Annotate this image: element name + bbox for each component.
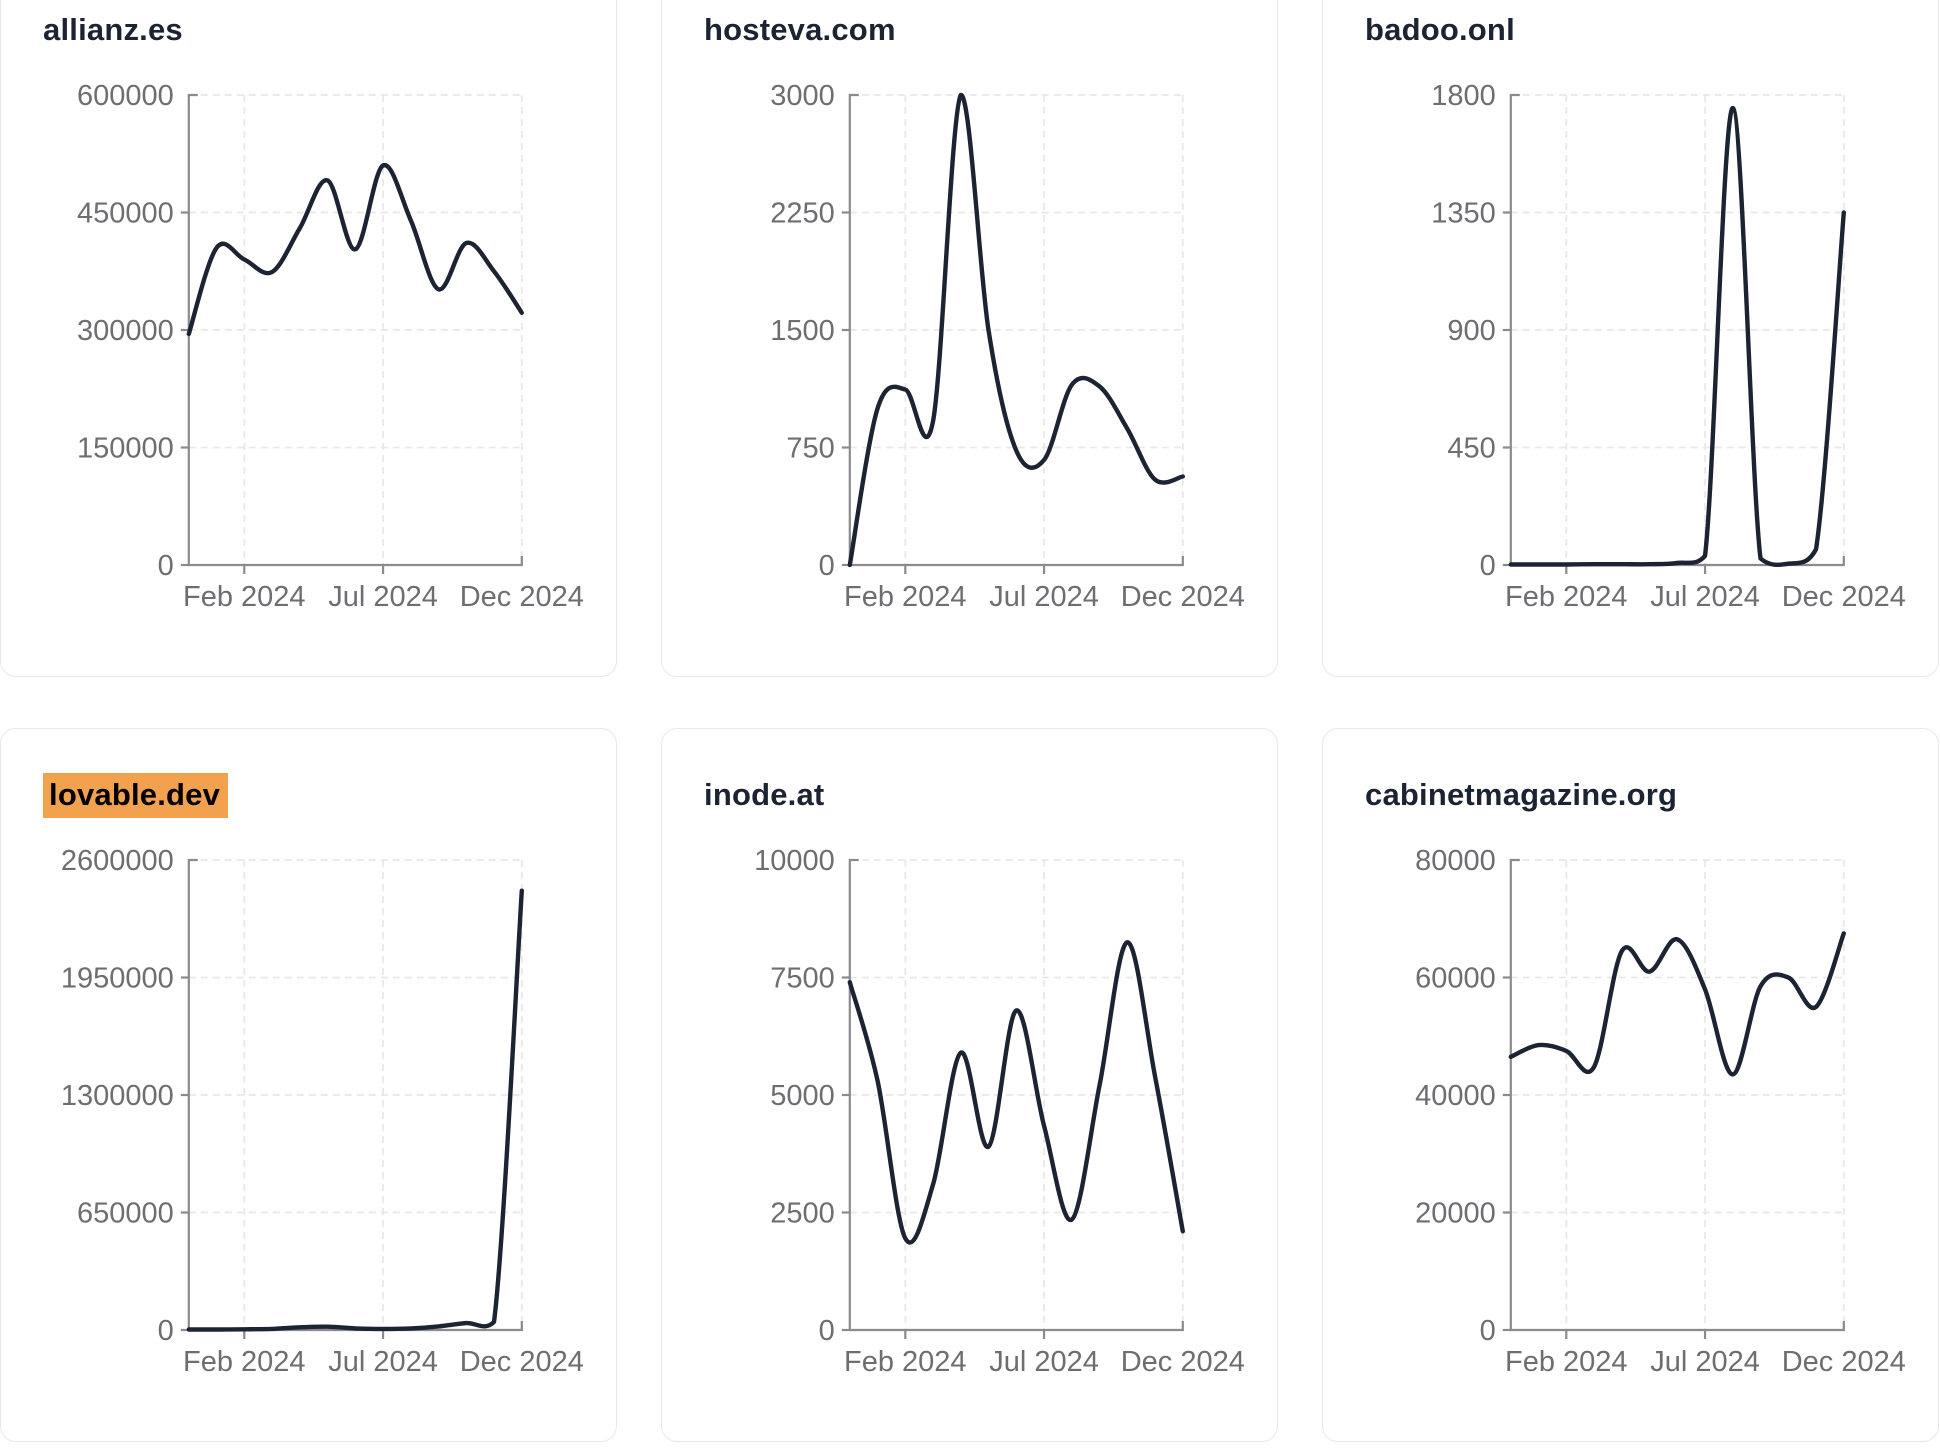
line-chart: 0 650000 1300000 1950000 2600000 Feb 2024 Jul … [61, 845, 584, 1378]
x-tick-label: Jul 2024 [989, 1346, 1099, 1378]
y-tick-label: 0 [158, 550, 174, 582]
line-chart: 0 450 900 1350 1800 Feb 2024 Jul 2024 Dec 2024 [1431, 80, 1906, 613]
x-tick-label: Feb 2024 [1505, 1346, 1628, 1378]
line-chart: 0 750 1500 2250 3000 Feb 2024 Jul 2024 Dec 2024 [770, 80, 1245, 613]
chart-title: badoo.onl [1365, 12, 1515, 47]
chart-title: cabinetmagazine.org [1365, 777, 1678, 812]
y-tick-label: 3000 [770, 80, 835, 112]
y-tick-label: 60000 [1415, 963, 1496, 995]
y-tick-label: 0 [819, 1315, 835, 1347]
series-line [1508, 105, 1846, 568]
line-chart: 0 150000 300000 450000 600000 Feb 2024 Jul 202… [77, 80, 584, 613]
series-line [847, 940, 1185, 1245]
x-tick-label: Dec 2024 [1121, 1346, 1245, 1378]
y-tick-label: 80000 [1415, 845, 1496, 877]
y-tick-label: 7500 [770, 963, 835, 995]
x-tick-label: Jul 2024 [1650, 1346, 1760, 1378]
y-tick-label: 450 [1447, 433, 1495, 465]
x-tick-label: Feb 2024 [844, 1346, 967, 1378]
chart-title-highlighted: lovable.dev [43, 773, 229, 818]
y-tick-label: 0 [158, 1315, 174, 1347]
chart-card-lovable.dev: lovable.dev 0 650000 1300000 1950000 2600000… [0, 728, 617, 1442]
y-tick-label: 1500 [770, 315, 835, 347]
y-tick-label: 900 [1447, 315, 1495, 347]
y-tick-label: 600000 [77, 80, 174, 112]
y-tick-label: 1300000 [61, 1080, 174, 1112]
chart-title: inode.at [704, 777, 825, 812]
chart-card-badoo.onl: badoo.onl 0 450 900 1350 1800 Feb 2024 Jul 202… [1322, 0, 1939, 677]
x-tick-label: Jul 2024 [989, 581, 1099, 613]
chart-title: allianz.es [43, 12, 183, 47]
line-chart: 0 2500 5000 7500 10000 Feb 2024 Jul 2024 Dec 20… [754, 845, 1245, 1378]
chart-card-allianz.es: allianz.es 0 150000 300000 450000 600000 Feb … [0, 0, 617, 677]
x-tick-label: Jul 2024 [1650, 581, 1760, 613]
y-tick-label: 2250 [770, 198, 835, 230]
series-line [186, 888, 524, 1332]
chart-card-cabinetmagazine.org: cabinetmagazine.org 0 20000 40000 60000 8000… [1322, 728, 1939, 1442]
x-tick-label: Feb 2024 [1505, 581, 1628, 613]
y-tick-label: 20000 [1415, 1198, 1496, 1230]
x-tick-label: Jul 2024 [328, 581, 438, 613]
y-tick-label: 2600000 [61, 845, 174, 877]
y-tick-label: 0 [1480, 1315, 1496, 1347]
chart-card-inode.at: inode.at 0 2500 5000 7500 10000 Feb 2024 Jul 2… [661, 728, 1278, 1442]
y-tick-label: 0 [819, 550, 835, 582]
x-tick-label: Dec 2024 [1782, 581, 1906, 613]
series-line [1508, 931, 1846, 1077]
x-tick-label: Dec 2024 [460, 1346, 584, 1378]
y-tick-label: 650000 [77, 1198, 174, 1230]
axis-frame [1509, 858, 1845, 1332]
y-tick-label: 150000 [77, 433, 174, 465]
y-tick-label: 5000 [770, 1080, 835, 1112]
x-tick-label: Feb 2024 [844, 581, 967, 613]
y-tick-label: 1350 [1431, 198, 1496, 230]
y-tick-label: 0 [1480, 550, 1496, 582]
x-tick-label: Feb 2024 [183, 1346, 306, 1378]
y-tick-label: 40000 [1415, 1080, 1496, 1112]
series-line [186, 163, 524, 337]
x-tick-label: Jul 2024 [328, 1346, 438, 1378]
y-tick-label: 750 [786, 433, 834, 465]
x-tick-label: Dec 2024 [1121, 581, 1245, 613]
chart-title: hosteva.com [704, 12, 896, 47]
series-line [847, 92, 1185, 568]
y-tick-label: 1800 [1431, 80, 1496, 112]
y-tick-label: 300000 [77, 315, 174, 347]
x-tick-label: Dec 2024 [1782, 1346, 1906, 1378]
y-tick-label: 10000 [754, 845, 835, 877]
y-tick-label: 1950000 [61, 963, 174, 995]
x-tick-label: Feb 2024 [183, 581, 306, 613]
line-chart: 0 20000 40000 60000 80000 Feb 2024 Jul 2024 Dec… [1415, 845, 1906, 1378]
y-tick-label: 2500 [770, 1198, 835, 1230]
chart-card-hosteva.com: hosteva.com 0 750 1500 2250 3000 Feb 2024 Jul … [661, 0, 1278, 677]
y-tick-label: 450000 [77, 198, 174, 230]
x-tick-label: Dec 2024 [460, 581, 584, 613]
